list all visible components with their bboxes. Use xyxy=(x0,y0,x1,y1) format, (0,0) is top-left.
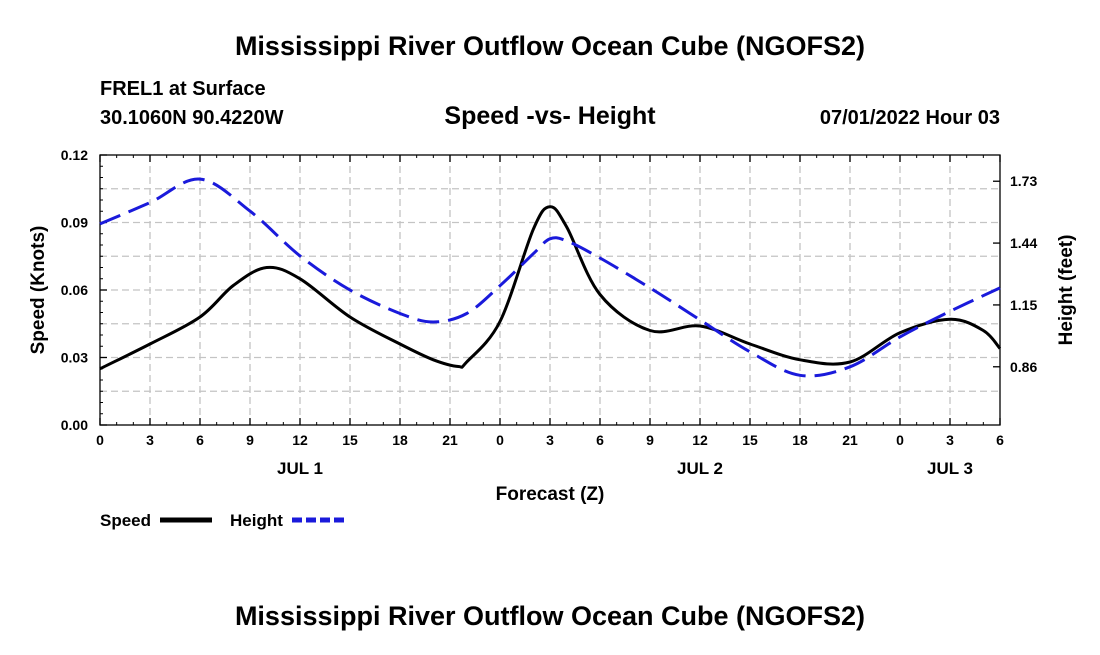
y-tick-label: 0.12 xyxy=(61,147,88,163)
footer-title: Mississippi River Outflow Ocean Cube (NG… xyxy=(235,601,865,631)
x-tick-label: 0 xyxy=(896,432,904,448)
x-tick-label: 12 xyxy=(292,432,308,448)
x-tick-label: 21 xyxy=(442,432,458,448)
x-tick-label: 12 xyxy=(692,432,708,448)
station-label: FREL1 at Surface xyxy=(100,78,266,100)
x-tick-label: 6 xyxy=(196,432,204,448)
x-tick-label: 9 xyxy=(246,432,254,448)
axis-ticks xyxy=(99,154,1001,426)
forecast-datetime: 07/01/2022 Hour 03 xyxy=(820,107,1000,129)
legend-label-height: Height xyxy=(230,511,283,530)
y-axis-label: Speed (Knots) xyxy=(28,226,49,355)
x-axis-label: Forecast (Z) xyxy=(496,484,605,505)
legend-label-speed: Speed xyxy=(100,511,151,530)
x-tick-label: 3 xyxy=(146,432,154,448)
x-tick-label: 3 xyxy=(946,432,954,448)
y2-tick-label: 1.15 xyxy=(1010,297,1037,313)
grid-lines xyxy=(100,155,1000,425)
x-tick-label: 9 xyxy=(646,432,654,448)
x-tick-label: 0 xyxy=(96,432,104,448)
page-title: Mississippi River Outflow Ocean Cube (NG… xyxy=(235,31,865,61)
y2-tick-label: 0.86 xyxy=(1010,359,1037,375)
y2-axis-label: Height (feet) xyxy=(1056,235,1077,346)
x-tick-label: 3 xyxy=(546,432,554,448)
x-tick-label: 0 xyxy=(496,432,504,448)
tick-labels: 0 3 6 9 12 15 18 21 0 3 6 9 12 15 18 21 0 3 6 0.00 0.03 0.06 0… xyxy=(61,147,1038,478)
x-tick-label: 18 xyxy=(392,432,408,448)
day-label: JUL 2 xyxy=(677,459,723,478)
x-tick-label: 18 xyxy=(792,432,808,448)
series-line-height xyxy=(99,177,1001,378)
x-tick-label: 6 xyxy=(996,432,1004,448)
chart-title: Speed -vs- Height xyxy=(444,102,656,130)
station-coords: 30.1060N 90.4220W xyxy=(100,107,284,129)
y-tick-label: 0.00 xyxy=(61,417,88,433)
day-label: JUL 3 xyxy=(927,459,973,478)
y2-tick-label: 1.73 xyxy=(1010,173,1037,189)
y-tick-label: 0.09 xyxy=(61,215,88,231)
x-tick-label: 21 xyxy=(842,432,858,448)
x-tick-label: 15 xyxy=(342,432,358,448)
y2-tick-label: 1.44 xyxy=(1010,235,1037,251)
x-tick-label: 6 xyxy=(596,432,604,448)
legend: Speed Height xyxy=(100,511,344,530)
y-tick-label: 0.03 xyxy=(61,350,88,366)
y-tick-label: 0.06 xyxy=(61,282,88,298)
series-lines xyxy=(99,177,1002,378)
series-line-speed xyxy=(99,205,1002,371)
day-label: JUL 1 xyxy=(277,459,323,478)
x-tick-label: 15 xyxy=(742,432,758,448)
